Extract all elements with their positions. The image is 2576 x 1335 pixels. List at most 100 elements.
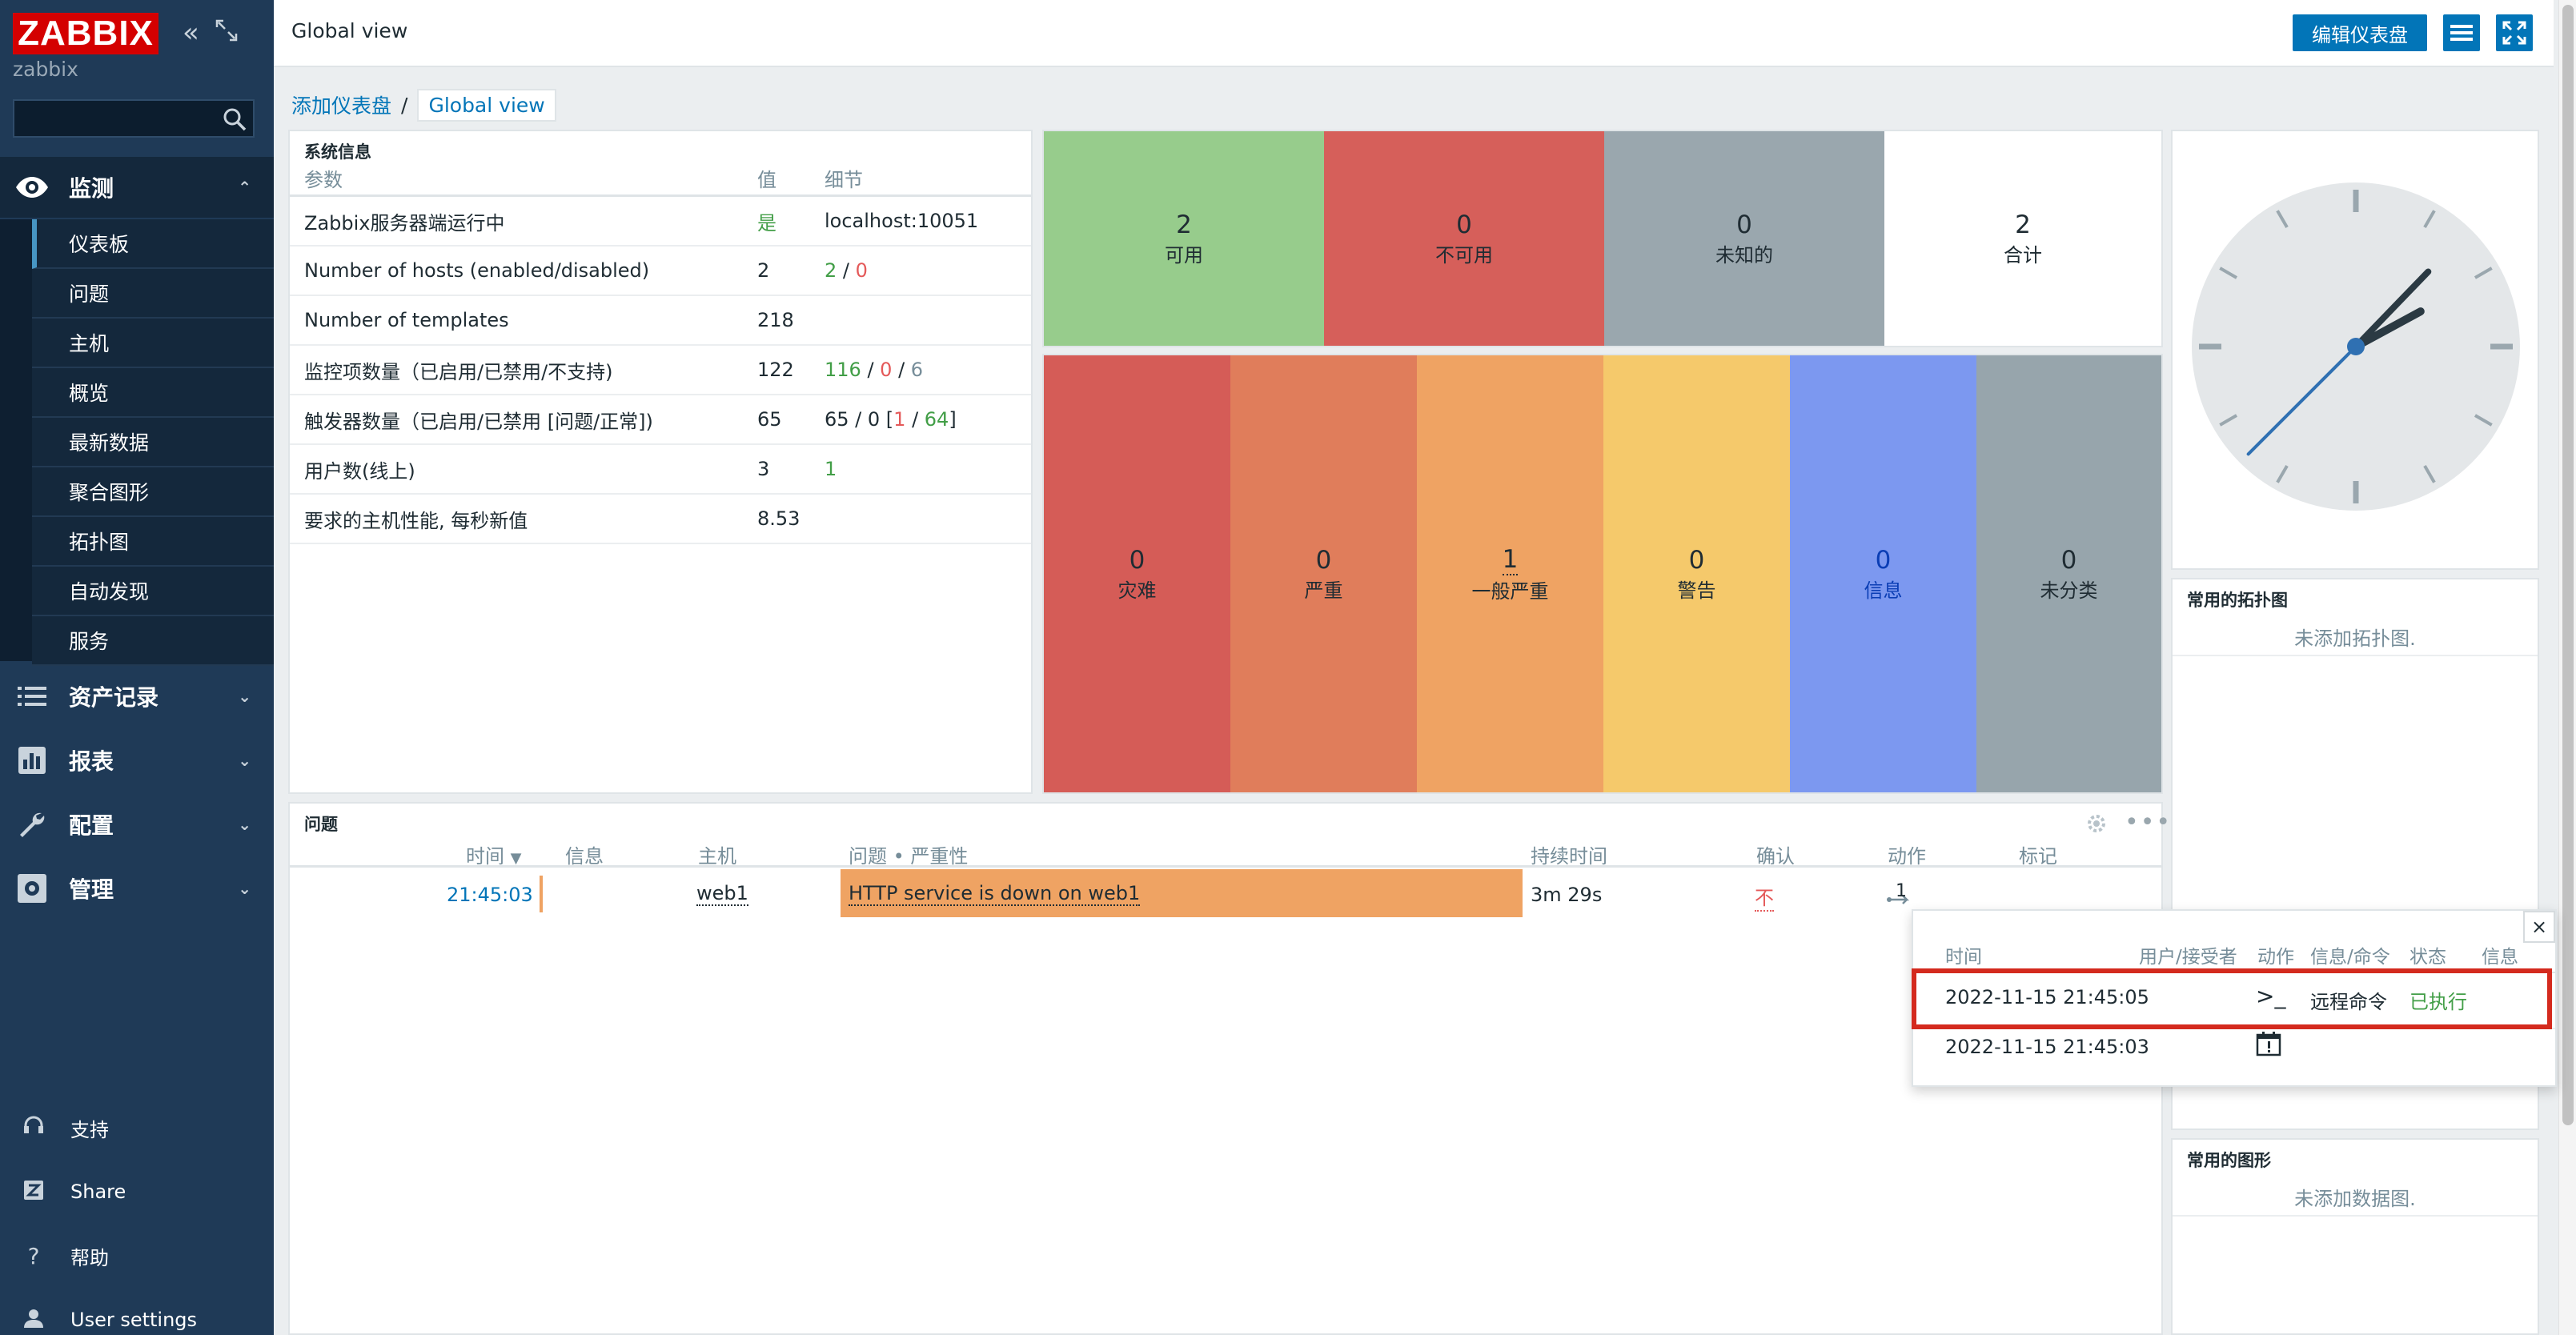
empty-message: 未添加数据图. — [2173, 1175, 2538, 1217]
menu-button[interactable] — [2443, 14, 2480, 51]
problems-widget: 问题 ••• 时间 ▼ 信息 主机 问题 • 严重性 持续时间 确认 动作 标记… — [288, 802, 2170, 1335]
system-info-table: 参数 值 细节 Zabbix服务器端运行中 是 localhost:10051 … — [290, 162, 1031, 544]
host-link[interactable]: web1 — [696, 882, 748, 906]
more-options-icon[interactable]: ••• — [2125, 808, 2173, 836]
column-header: 细节 — [825, 169, 863, 191]
chevron-down-icon: ⌄ — [238, 815, 251, 834]
collapse-sidebar-icon[interactable]: « — [183, 17, 199, 49]
severity-disaster[interactable]: 0 灾难 — [1044, 355, 1230, 792]
severity-count: 0 — [1875, 545, 1892, 575]
menu-screens[interactable]: 聚合图形 — [32, 467, 274, 517]
column-duration: 持续时间 — [1531, 845, 1607, 868]
fullscreen-button[interactable] — [2496, 14, 2533, 51]
menu-hosts[interactable]: 主机 — [32, 319, 274, 368]
problem-severity-cell — [841, 869, 1523, 917]
detail-cell: 2 / 0 — [825, 259, 1031, 282]
gear-icon[interactable] — [2086, 813, 2107, 839]
nav-reports[interactable]: 报表 ⌄ — [0, 730, 274, 791]
nav-user-settings[interactable]: User settings — [0, 1292, 274, 1335]
sidebar: ZABBIX « zabbix 监测 ⌃ 仪表板 问题 主机 概览 最新数据 聚… — [0, 0, 274, 1335]
nav-administration[interactable]: 管理 ⌄ — [0, 858, 274, 919]
severity-not-classified[interactable]: 0 未分类 — [1976, 355, 2161, 792]
problem-duration: 3m 29s — [1531, 884, 1603, 906]
availability-available[interactable]: 2 可用 — [1044, 131, 1324, 346]
column-actions: 动作 — [1888, 845, 1926, 868]
terminal-icon: >_ — [2256, 983, 2286, 1009]
column-host: 主机 — [698, 845, 736, 868]
breadcrumb-current[interactable]: Global view — [417, 88, 556, 122]
logo-row: ZABBIX — [13, 13, 158, 54]
edit-dashboard-button[interactable]: 编辑仪表盘 — [2293, 14, 2427, 51]
widget-title: 常用的图形 — [2187, 1151, 2271, 1170]
scroll-thumb[interactable] — [2562, 5, 2574, 1125]
column-header: 时间 — [1945, 947, 1982, 968]
severity-count: 0 — [2060, 545, 2077, 575]
column-problem: 问题 • 严重性 — [849, 845, 969, 868]
nav-share[interactable]: Share — [0, 1164, 274, 1220]
menu-maps[interactable]: 拓扑图 — [32, 517, 274, 567]
column-time[interactable]: 时间 ▼ — [466, 840, 521, 868]
value-cell: 8.53 — [757, 507, 800, 530]
availability-total[interactable]: 2 合计 — [1884, 131, 2161, 346]
chevron-up-icon: ⌃ — [238, 178, 251, 197]
nav-configuration[interactable]: 配置 ⌄ — [0, 794, 274, 855]
problem-name-link[interactable]: HTTP service is down on web1 — [849, 882, 1141, 906]
clock-tick — [2423, 464, 2436, 483]
nav-help[interactable]: ? 帮助 — [0, 1228, 274, 1284]
severity-indicator — [540, 876, 543, 912]
nav-configuration-label: 配置 — [69, 812, 114, 839]
severity-label: 未分类 — [2040, 579, 2098, 602]
menu-latest-data[interactable]: 最新数据 — [32, 418, 274, 467]
clock-hour-hand — [2352, 307, 2425, 351]
detail-cell: 1 — [825, 458, 837, 480]
chevron-down-icon: ⌄ — [238, 751, 251, 770]
severity-warning[interactable]: 0 警告 — [1603, 355, 1790, 792]
severity-information[interactable]: 0 信息 — [1790, 355, 1976, 792]
severity-count: 0 — [1688, 545, 1705, 575]
availability-unknown[interactable]: 0 未知的 — [1604, 131, 1884, 346]
ack-link[interactable]: 不 — [1755, 882, 1774, 912]
problem-count: 1 — [893, 408, 906, 431]
severity-average[interactable]: 1 一般严重 — [1417, 355, 1603, 792]
menu-discovery[interactable]: 自动发现 — [32, 567, 274, 616]
disabled-count: 0 — [880, 359, 893, 381]
detail-cell: 116 / 0 / 6 — [825, 359, 1031, 381]
severity-count: 1 — [1502, 544, 1519, 575]
breadcrumb-separator: / — [401, 93, 408, 117]
kiosk-mode-icon[interactable] — [215, 19, 238, 46]
menu-problems[interactable]: 问题 — [32, 269, 274, 319]
nav-monitoring[interactable]: 监测 ⌃ — [0, 157, 274, 218]
availability-label: 未知的 — [1715, 243, 1773, 267]
actions-popup: × 时间 用户/接受者 动作 信息/命令 状态 信息 2022-11-15 21… — [1912, 909, 2557, 1087]
page-scrollbar[interactable] — [2558, 0, 2576, 1335]
nav-inventory[interactable]: 资产记录 ⌄ — [0, 666, 274, 727]
separator: / — [905, 408, 925, 431]
menu-services[interactable]: 服务 — [32, 616, 274, 666]
widget-title: 常用的拓扑图 — [2187, 591, 2288, 610]
clock-second-hand — [2246, 345, 2357, 456]
clock-tick — [2219, 267, 2238, 279]
close-button[interactable]: × — [2523, 911, 2555, 943]
severity-high[interactable]: 0 严重 — [1230, 355, 1417, 792]
search-input[interactable] — [13, 99, 255, 138]
nav-support[interactable]: 支持 — [0, 1100, 274, 1156]
breadcrumb-dashboards-link[interactable]: 添加仪表盘 — [291, 94, 392, 118]
param-cell: 监控项数量（已启用/已禁用/不支持) — [304, 360, 613, 383]
actions-link[interactable]: 1 — [1886, 881, 1924, 906]
menu-dashboard[interactable]: 仪表板 — [32, 219, 274, 269]
action-status: 已执行 — [2409, 991, 2467, 1013]
menu-overview[interactable]: 概览 — [32, 368, 274, 418]
nav-monitoring-label: 监测 — [69, 175, 114, 202]
clock-tick — [2276, 464, 2289, 483]
zabbix-logo[interactable]: ZABBIX — [13, 13, 158, 54]
nav-support-label: 支持 — [70, 1118, 109, 1141]
problems-by-severity-widget: 0 灾难 0 严重 1 一般严重 0 警告 0 信息 0 未分类 — [1042, 354, 2163, 794]
sidebar-tools: « — [183, 19, 238, 46]
nav-help-label: 帮助 — [70, 1246, 109, 1269]
ok-count: 64 — [924, 408, 949, 431]
separator: / — [892, 359, 911, 381]
widget-title: 问题 — [304, 815, 338, 834]
availability-unavailable[interactable]: 0 不可用 — [1324, 131, 1604, 346]
problem-time-link[interactable]: 21:45:03 — [447, 884, 533, 906]
search-icon[interactable] — [221, 106, 248, 133]
